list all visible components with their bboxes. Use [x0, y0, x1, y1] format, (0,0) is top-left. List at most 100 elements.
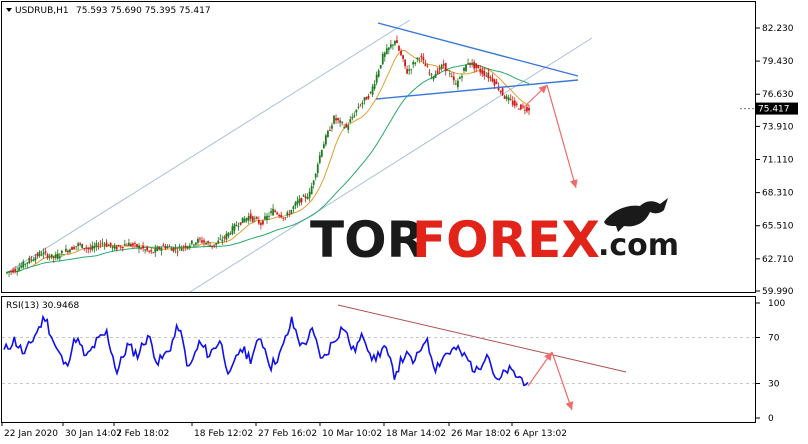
candle-body — [394, 41, 396, 45]
arrow-down-price-shaft — [546, 84, 577, 189]
arrow-up-rsi-head — [544, 352, 552, 361]
candle-body — [16, 271, 19, 272]
candle-body — [194, 242, 197, 245]
candle-body — [158, 247, 161, 250]
candle-body — [469, 62, 471, 65]
candle-body — [477, 65, 480, 68]
candle-body — [404, 59, 406, 67]
candle-body — [178, 246, 181, 248]
candle-body — [383, 52, 386, 57]
candle-body — [12, 269, 15, 273]
candle-body — [235, 225, 238, 227]
candle-body — [320, 150, 323, 157]
candle-body — [375, 74, 378, 83]
candle-body — [79, 243, 82, 245]
candle-body — [56, 253, 59, 259]
time-axis: 22 Jan 2020 30 Jan 14:027 Feb 18:02 18 Feb… — [1, 422, 567, 439]
candle-body — [54, 254, 57, 259]
price-tick-label: 68.310 — [762, 189, 794, 199]
rsi-tick-label: 0 — [768, 414, 774, 424]
candle-body — [270, 211, 272, 213]
candle-body — [489, 77, 492, 78]
candle-body — [69, 249, 71, 253]
candle-body — [318, 155, 321, 163]
candle-body — [341, 121, 344, 123]
candle-body — [312, 180, 315, 185]
candle-body — [142, 245, 144, 249]
candle-body — [392, 44, 394, 46]
candle-body — [223, 236, 226, 239]
candle-body — [262, 220, 264, 225]
candle-body — [456, 80, 459, 88]
candle-body — [459, 77, 461, 79]
candle-body — [264, 216, 266, 220]
time-tick-label: 27 Feb 16:02 — [258, 429, 317, 439]
arrow-down-rsi-shaft — [551, 351, 573, 411]
ma-slow-line — [6, 63, 530, 273]
candle-body — [164, 246, 167, 249]
candle-body — [324, 135, 327, 145]
candle-body — [107, 245, 110, 247]
candle-body — [278, 214, 281, 216]
candle-body — [493, 79, 496, 86]
candle-body — [188, 245, 191, 248]
candle-body — [440, 64, 443, 69]
triangle-pattern — [375, 22, 579, 100]
rsi-trend-line — [337, 304, 627, 373]
candle-body — [471, 62, 474, 65]
candle-body — [438, 68, 441, 70]
candle-body — [517, 108, 520, 110]
candle-body — [42, 252, 45, 255]
candle-body — [18, 267, 21, 271]
candle-body — [363, 97, 366, 101]
candle-body — [389, 44, 392, 48]
logo-text-forex: FOREX — [412, 211, 600, 269]
candle-body — [71, 246, 73, 250]
candle-body — [286, 212, 289, 216]
candle-body — [339, 120, 342, 123]
arrow-down-price-head — [569, 179, 578, 188]
candle-body — [337, 118, 339, 121]
candle-body — [414, 62, 417, 65]
candle-body — [310, 186, 313, 195]
candle-body — [521, 105, 524, 107]
candle-body — [73, 246, 75, 250]
candle-body — [331, 125, 333, 129]
candle-body — [434, 73, 437, 78]
candle-body — [426, 66, 429, 68]
candle-body — [233, 224, 236, 231]
candle-body — [134, 243, 136, 244]
candle-body — [58, 256, 61, 259]
candle-body — [101, 242, 104, 244]
candle-body — [160, 248, 163, 251]
candle-body — [272, 208, 274, 216]
candle-body — [473, 61, 476, 69]
candle-body — [351, 117, 354, 119]
candle-body — [444, 62, 447, 72]
candle-body — [130, 243, 132, 247]
candle-body — [22, 261, 25, 268]
candle-body — [217, 240, 220, 244]
candle-body — [119, 246, 122, 248]
candle-body — [8, 271, 10, 273]
candle-body — [20, 265, 23, 268]
candle-body — [454, 83, 457, 85]
symbol-dropdown-icon[interactable] — [6, 8, 12, 12]
candle-body — [259, 222, 262, 225]
rsi-panel-frame — [1, 296, 756, 423]
candle-body — [156, 247, 159, 251]
candle-body — [418, 58, 421, 60]
candle-body — [85, 247, 88, 249]
rsi-line — [3, 314, 529, 387]
candle-body — [251, 216, 254, 222]
candle-body — [300, 197, 303, 203]
candle-body — [91, 245, 94, 250]
candle-body — [400, 50, 402, 56]
candle-body — [168, 246, 171, 248]
candle-body — [280, 214, 283, 218]
candle-body — [174, 248, 177, 250]
candle-body — [467, 62, 469, 64]
channel-upper-line — [7, 19, 411, 273]
logo-text-com: .com — [598, 228, 679, 263]
candle-body — [507, 97, 510, 101]
